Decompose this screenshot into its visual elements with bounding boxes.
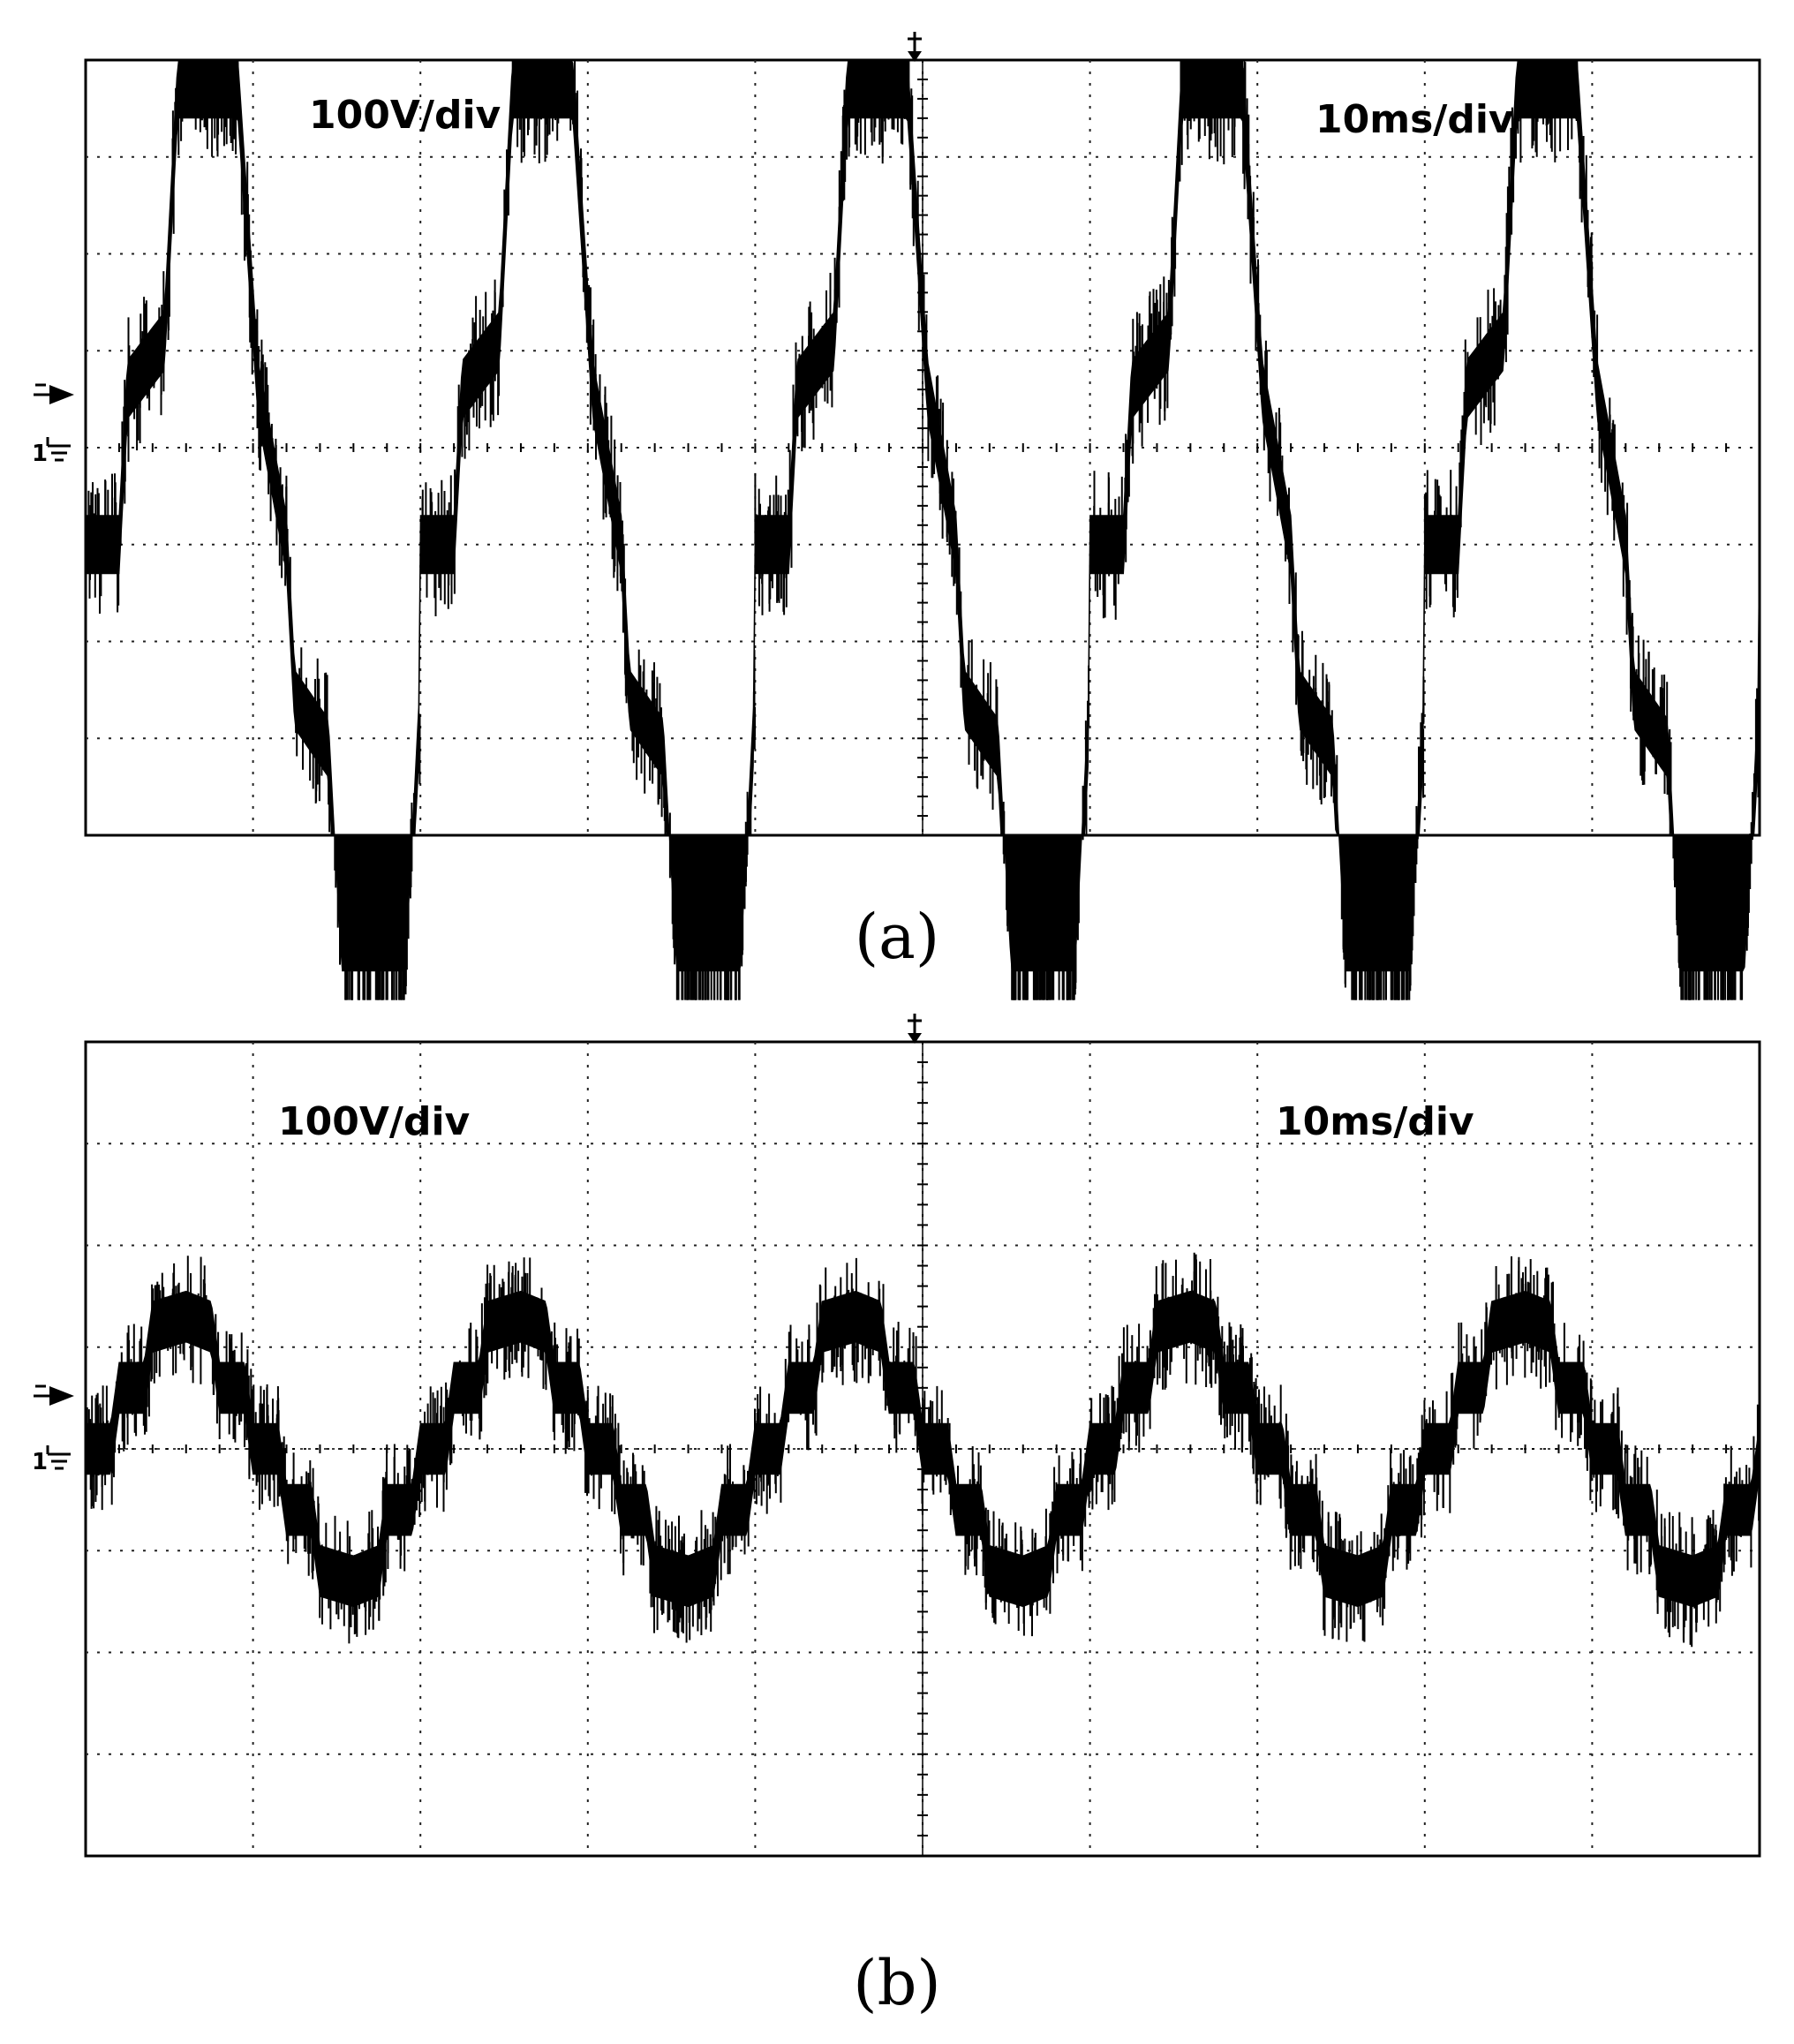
noise-spikes [85,60,1760,1000]
channel-marker-label: 1 [32,1449,48,1475]
oscilloscope-panel-b: 100V/div 10ms/div 1 (b) [32,1014,1761,2019]
panel-caption: (a) [855,901,939,973]
trigger-marker-icon [908,1014,922,1044]
oscilloscope-panel-a: 100V/div 10ms/div 1 (a) [32,32,1761,1000]
trigger-level-marker-icon [34,1384,74,1406]
channel-marker-label: 1 [32,441,48,467]
channel-ground-marker-icon: 1 [32,437,71,467]
panel-caption: (b) [853,1947,940,2019]
channel-ground-marker-icon: 1 [32,1445,71,1475]
time-per-div-label: 10ms/div [1276,1099,1474,1144]
trigger-marker-icon [908,32,922,62]
trigger-level-marker-icon [34,383,74,404]
center-tick-marks [85,59,1760,836]
time-per-div-label: 10ms/div [1315,97,1514,142]
volts-per-div-label: 100V/div [278,1099,471,1144]
volts-per-div-label: 100V/div [309,93,501,138]
noise-spikes [85,1252,1760,1648]
